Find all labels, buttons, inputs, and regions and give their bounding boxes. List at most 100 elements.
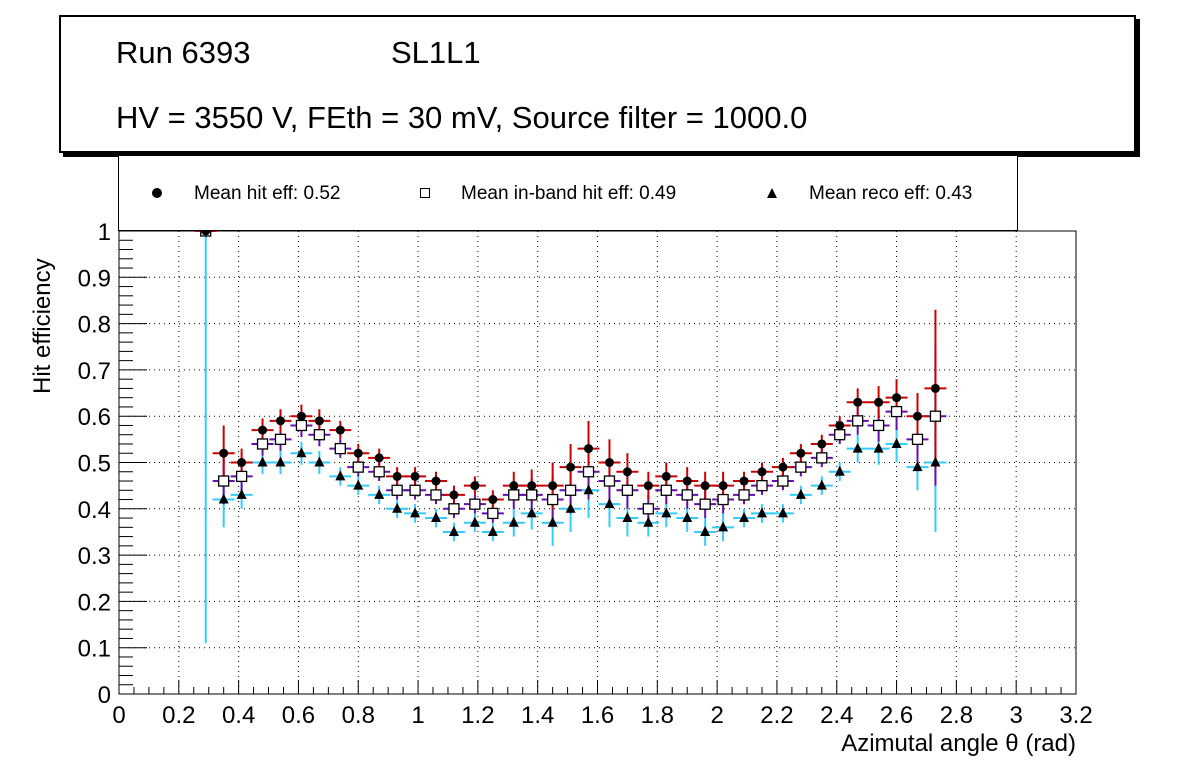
x-axis-label: Azimutal angle θ (rad) — [841, 730, 1076, 757]
hit-eff-point — [874, 397, 884, 407]
inband-eff-point — [334, 442, 346, 455]
reco-eff-point — [335, 470, 346, 481]
hit-eff-point — [314, 416, 324, 426]
hit-eff-point — [258, 425, 268, 435]
inband-eff-point — [373, 466, 385, 478]
x-tick-label: 2 — [710, 702, 723, 729]
hit-eff-point — [219, 448, 229, 458]
hit-eff-point — [392, 471, 402, 481]
hit-eff-point — [548, 481, 558, 491]
inband-eff-point — [642, 503, 654, 515]
legend-inband-marker — [420, 188, 430, 198]
inband-eff-point — [660, 484, 672, 496]
hit-eff-point — [892, 393, 902, 403]
inband-eff-point — [795, 461, 807, 473]
inband-eff-point — [738, 489, 750, 501]
hit-eff-point — [296, 411, 306, 421]
hit-eff-point — [410, 471, 420, 481]
inband-eff-point — [834, 429, 846, 441]
x-tick-label: 0.8 — [342, 702, 375, 729]
reco-eff-point — [891, 437, 902, 448]
reco-eff-point — [661, 507, 672, 518]
hit-eff-point — [566, 462, 576, 472]
x-tick-label: 3 — [1010, 702, 1023, 729]
reco-eff-point — [873, 442, 884, 453]
inband-eff-point — [487, 507, 499, 520]
reco-eff-point — [508, 516, 519, 527]
reco-eff-point — [374, 488, 385, 499]
y-tick-label: 0.4 — [78, 497, 111, 524]
inband-eff-point — [235, 470, 248, 483]
inband-eff-point — [313, 429, 326, 441]
reco-eff-point — [777, 507, 788, 518]
inband-eff-point — [564, 484, 577, 496]
inband-eff-point — [409, 484, 421, 496]
axes: 0 0.2 0.4 0.6 0.8 1 1.2 1.4 1.6 1.8 2 2.2 2.4 2.6 2.8 3… — [78, 219, 1093, 729]
hit-eff-point — [353, 448, 363, 458]
inband-eff-point — [582, 466, 595, 478]
hit-eff-point — [622, 467, 632, 477]
inband-eff-point — [526, 489, 538, 501]
reco-eff-point — [526, 507, 537, 518]
inband-eff-point — [681, 489, 693, 501]
reco-eff-point — [739, 512, 750, 523]
reco-eff-point — [930, 456, 941, 467]
reco-eff-point — [547, 516, 558, 527]
reco-eff-point — [643, 516, 654, 527]
hit-eff-point — [449, 490, 459, 500]
inband-eff-point — [911, 433, 924, 446]
inband-eff-point — [621, 484, 634, 496]
data-marks — [194, 225, 947, 644]
inband-eff-point — [352, 461, 364, 473]
reco-eff-point — [487, 525, 498, 536]
reco-eff-point — [275, 456, 286, 467]
reco-eff-point — [257, 456, 268, 467]
inband-eff-point — [448, 503, 460, 515]
y-tick-label: 1 — [98, 219, 111, 246]
inband-eff-point — [546, 493, 559, 506]
inband-eff-point — [603, 475, 616, 487]
inband-eff-point — [274, 433, 287, 446]
inband-eff-point — [717, 493, 729, 506]
inband-eff-point — [777, 475, 789, 487]
reco-eff-point — [565, 502, 576, 513]
x-tick-label: 1.2 — [461, 702, 494, 729]
conditions-label: HV = 3550 V, FEth = 30 mV, Source filter… — [116, 100, 808, 135]
reco-eff-point — [604, 498, 615, 509]
y-tick-label: 0.6 — [78, 404, 111, 431]
inband-eff-point — [391, 484, 403, 496]
y-tick-label: 0 — [98, 682, 111, 709]
legend-hit-marker — [152, 188, 162, 198]
run-label: Run 6393 — [116, 35, 251, 70]
hit-eff-point — [488, 495, 498, 505]
hit-eff-point — [796, 448, 806, 458]
reco-eff-point — [912, 461, 923, 472]
reco-eff-point — [236, 488, 247, 499]
reco-eff-point — [410, 507, 421, 518]
legend-inband-label: Mean in-band hit eff: 0.49 — [461, 183, 677, 204]
hit-eff-point — [470, 481, 480, 491]
hit-eff-point — [335, 425, 345, 435]
y-tick-label: 0.9 — [78, 265, 111, 292]
inband-eff-point — [816, 452, 828, 464]
title-box: Run 6393 SL1L1 HV = 3550 V, FEth = 30 mV… — [59, 15, 1136, 153]
inband-eff-point — [295, 419, 308, 432]
x-tick-label: 2.2 — [760, 702, 793, 729]
inband-eff-point — [756, 479, 768, 492]
hit-eff-point — [275, 416, 285, 426]
reco-eff-point — [795, 488, 806, 499]
inband-eff-point — [218, 475, 230, 487]
hit-eff-point — [237, 458, 247, 467]
reco-eff-point — [448, 525, 459, 536]
legend-reco-label: Mean reco eff: 0.43 — [809, 183, 973, 204]
inband-eff-point — [872, 419, 885, 432]
legend: Mean hit eff: 0.52 Mean in-band hit eff:… — [118, 156, 1018, 231]
reco-eff-point — [218, 493, 229, 504]
hit-eff-point — [778, 462, 788, 472]
hit-eff-point — [527, 481, 537, 491]
layer-label: SL1L1 — [391, 35, 481, 70]
inband-eff-point — [508, 489, 520, 501]
y-tick-label: 0.5 — [78, 451, 111, 478]
hit-eff-point — [757, 467, 767, 477]
